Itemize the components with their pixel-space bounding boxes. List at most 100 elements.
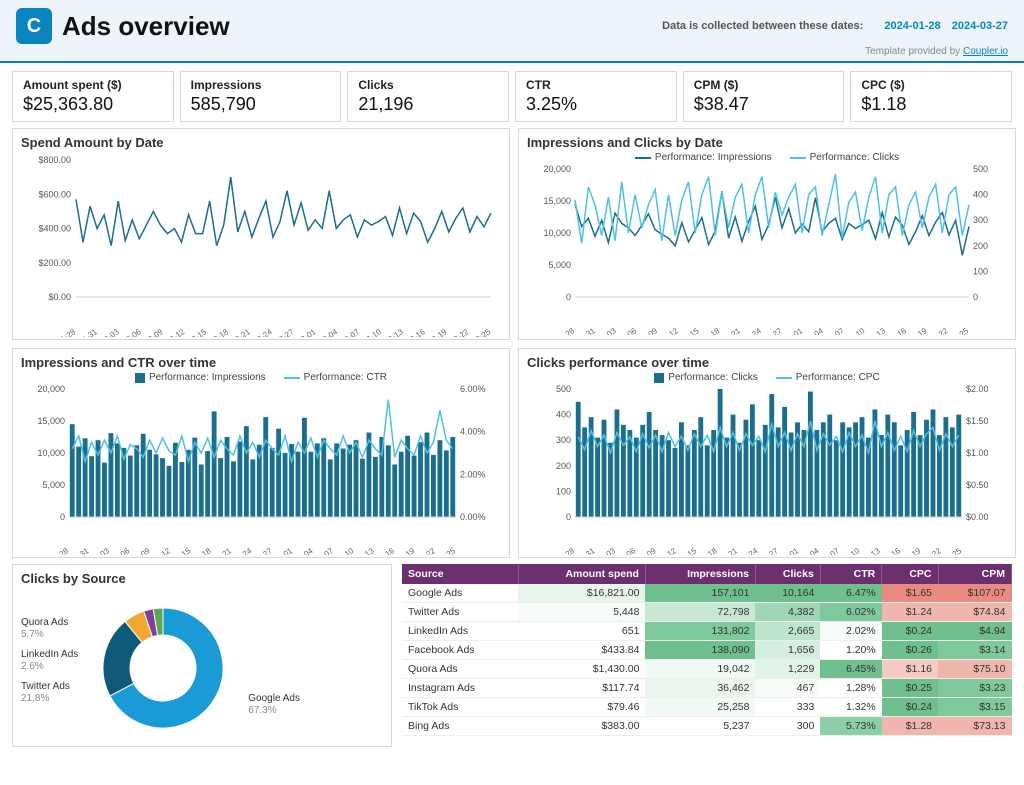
kpi-card: CTR 3.25% bbox=[515, 71, 677, 122]
donut-callout: Google Ads67.3% bbox=[248, 613, 300, 717]
imp-clicks-chart: 05,00010,00015,00020,0000100200300400500… bbox=[527, 165, 1007, 335]
donut-callout: LinkedIn Ads2.6% bbox=[21, 649, 78, 673]
table-cell: 651 bbox=[518, 622, 645, 641]
table-header[interactable]: CPC bbox=[882, 564, 938, 584]
table-row: Bing Ads$383.005,2373005.73%$1.28$73.13 bbox=[402, 717, 1012, 736]
table-cell: 1,656 bbox=[755, 641, 820, 660]
table-cell: 138,090 bbox=[645, 641, 755, 660]
table-header[interactable]: Impressions bbox=[645, 564, 755, 584]
table-cell: 4,382 bbox=[755, 603, 820, 622]
svg-text:20,000: 20,000 bbox=[543, 165, 571, 174]
table-row: TikTok Ads$79.4625,2583331.32%$0.24$3.15 bbox=[402, 698, 1012, 717]
svg-text:100: 100 bbox=[556, 486, 571, 496]
svg-text:4.00%: 4.00% bbox=[460, 427, 486, 437]
donut-title: Clicks by Source bbox=[21, 571, 383, 586]
kpi-value: $38.47 bbox=[694, 94, 834, 115]
svg-text:$0.00: $0.00 bbox=[966, 512, 989, 522]
kpi-card: Impressions 585,790 bbox=[180, 71, 342, 122]
kpi-card: Clicks 21,196 bbox=[347, 71, 509, 122]
page-title: Ads overview bbox=[62, 11, 230, 42]
table-cell: $75.10 bbox=[938, 660, 1012, 679]
svg-text:200: 200 bbox=[973, 241, 988, 251]
table-cell: 300 bbox=[755, 717, 820, 736]
spend-chart: $0.00$200.00$400.00$600.00$800.002024-01… bbox=[21, 152, 501, 337]
svg-text:0: 0 bbox=[566, 292, 571, 302]
svg-text:2024-01-28: 2024-01-28 bbox=[38, 327, 77, 337]
svg-text:$0.50: $0.50 bbox=[966, 480, 989, 490]
svg-text:400: 400 bbox=[973, 190, 988, 200]
svg-text:400: 400 bbox=[556, 410, 571, 420]
date-start[interactable]: 2024-01-28 bbox=[884, 20, 940, 32]
donut-callout: Quora Ads5.7% bbox=[21, 617, 78, 641]
spend-chart-title: Spend Amount by Date bbox=[21, 135, 501, 150]
svg-text:0: 0 bbox=[566, 512, 571, 522]
imp-clicks-panel: Impressions and Clicks by Date Performan… bbox=[518, 128, 1016, 340]
table-cell: 1.32% bbox=[820, 698, 881, 717]
kpi-value: 3.25% bbox=[526, 94, 666, 115]
svg-text:300: 300 bbox=[556, 435, 571, 445]
table-cell: $1.65 bbox=[882, 584, 938, 603]
table-cell: 72,798 bbox=[645, 603, 755, 622]
kpi-label: Clicks bbox=[358, 78, 498, 92]
table-cell: 6.47% bbox=[820, 584, 881, 603]
table-header[interactable]: Source bbox=[402, 564, 518, 584]
svg-text:10,000: 10,000 bbox=[37, 448, 65, 458]
imp-clicks-legend: Performance: Impressions Performance: Cl… bbox=[527, 152, 1007, 163]
table-cell: $0.26 bbox=[882, 641, 938, 660]
kpi-value: 21,196 bbox=[358, 94, 498, 115]
table-cell: Quora Ads bbox=[402, 660, 518, 679]
donut-callout: Twitter Ads21.8% bbox=[21, 681, 78, 705]
svg-text:0.00%: 0.00% bbox=[460, 512, 486, 522]
template-link[interactable]: Coupler.io bbox=[963, 46, 1008, 57]
table-cell: 10,164 bbox=[755, 584, 820, 603]
svg-text:0: 0 bbox=[973, 292, 978, 302]
kpi-label: CTR bbox=[526, 78, 666, 92]
kpi-card: CPC ($) $1.18 bbox=[850, 71, 1012, 122]
table-header[interactable]: Amount spend bbox=[518, 564, 645, 584]
table-cell: 36,462 bbox=[645, 679, 755, 698]
table-cell: Twitter Ads bbox=[402, 603, 518, 622]
donut-panel: Clicks by Source Quora Ads5.7% LinkedIn A… bbox=[12, 564, 392, 747]
table-cell: 2.02% bbox=[820, 622, 881, 641]
table-cell: 157,101 bbox=[645, 584, 755, 603]
imp-ctr-title: Impressions and CTR over time bbox=[21, 355, 501, 370]
table-cell: TikTok Ads bbox=[402, 698, 518, 717]
table-cell: 2,665 bbox=[755, 622, 820, 641]
svg-text:$1.00: $1.00 bbox=[966, 448, 989, 458]
table-header[interactable]: CPM bbox=[938, 564, 1012, 584]
table-cell: Facebook Ads bbox=[402, 641, 518, 660]
header: C Ads overview Data is collected between… bbox=[0, 0, 1024, 63]
svg-text:100: 100 bbox=[973, 266, 988, 276]
table-cell: 1,229 bbox=[755, 660, 820, 679]
svg-text:$800.00: $800.00 bbox=[38, 155, 71, 165]
table-cell: $1.28 bbox=[882, 717, 938, 736]
table-cell: $433.84 bbox=[518, 641, 645, 660]
kpi-label: Impressions bbox=[191, 78, 331, 92]
table-cell: 5.73% bbox=[820, 717, 881, 736]
table-row: Instagram Ads$117.7436,4624671.28%$0.25$… bbox=[402, 679, 1012, 698]
table-cell: $79.46 bbox=[518, 698, 645, 717]
table-header[interactable]: Clicks bbox=[755, 564, 820, 584]
svg-text:$1.50: $1.50 bbox=[966, 416, 989, 426]
svg-text:6.00%: 6.00% bbox=[460, 385, 486, 394]
svg-text:2024-01-28: 2024-01-28 bbox=[537, 546, 576, 555]
clicks-cpc-chart: 0100200300400500$0.00$0.50$1.00$1.50$2.0… bbox=[527, 385, 1007, 555]
source-table: SourceAmount spendImpressionsClicksCTRCP… bbox=[402, 564, 1012, 736]
table-cell: Google Ads bbox=[402, 584, 518, 603]
table-row: Google Ads$16,821.00157,10110,1646.47%$1… bbox=[402, 584, 1012, 603]
table-cell: $3.15 bbox=[938, 698, 1012, 717]
table-row: Quora Ads$1,430.0019,0421,2296.45%$1.16$… bbox=[402, 660, 1012, 679]
table-cell: 25,258 bbox=[645, 698, 755, 717]
svg-text:2024-01-28: 2024-01-28 bbox=[31, 546, 70, 555]
table-cell: $1.24 bbox=[882, 603, 938, 622]
kpi-card: Amount spent ($) $25,363.80 bbox=[12, 71, 174, 122]
table-header[interactable]: CTR bbox=[820, 564, 881, 584]
imp-ctr-legend: Performance: Impressions Performance: CT… bbox=[21, 372, 501, 383]
svg-text:0: 0 bbox=[60, 512, 65, 522]
svg-text:200: 200 bbox=[556, 461, 571, 471]
svg-text:$200.00: $200.00 bbox=[38, 258, 71, 268]
date-end[interactable]: 2024-03-27 bbox=[952, 20, 1008, 32]
donut-chart bbox=[78, 590, 248, 740]
svg-text:2024-01-28: 2024-01-28 bbox=[537, 326, 576, 335]
kpi-label: Amount spent ($) bbox=[23, 78, 163, 92]
